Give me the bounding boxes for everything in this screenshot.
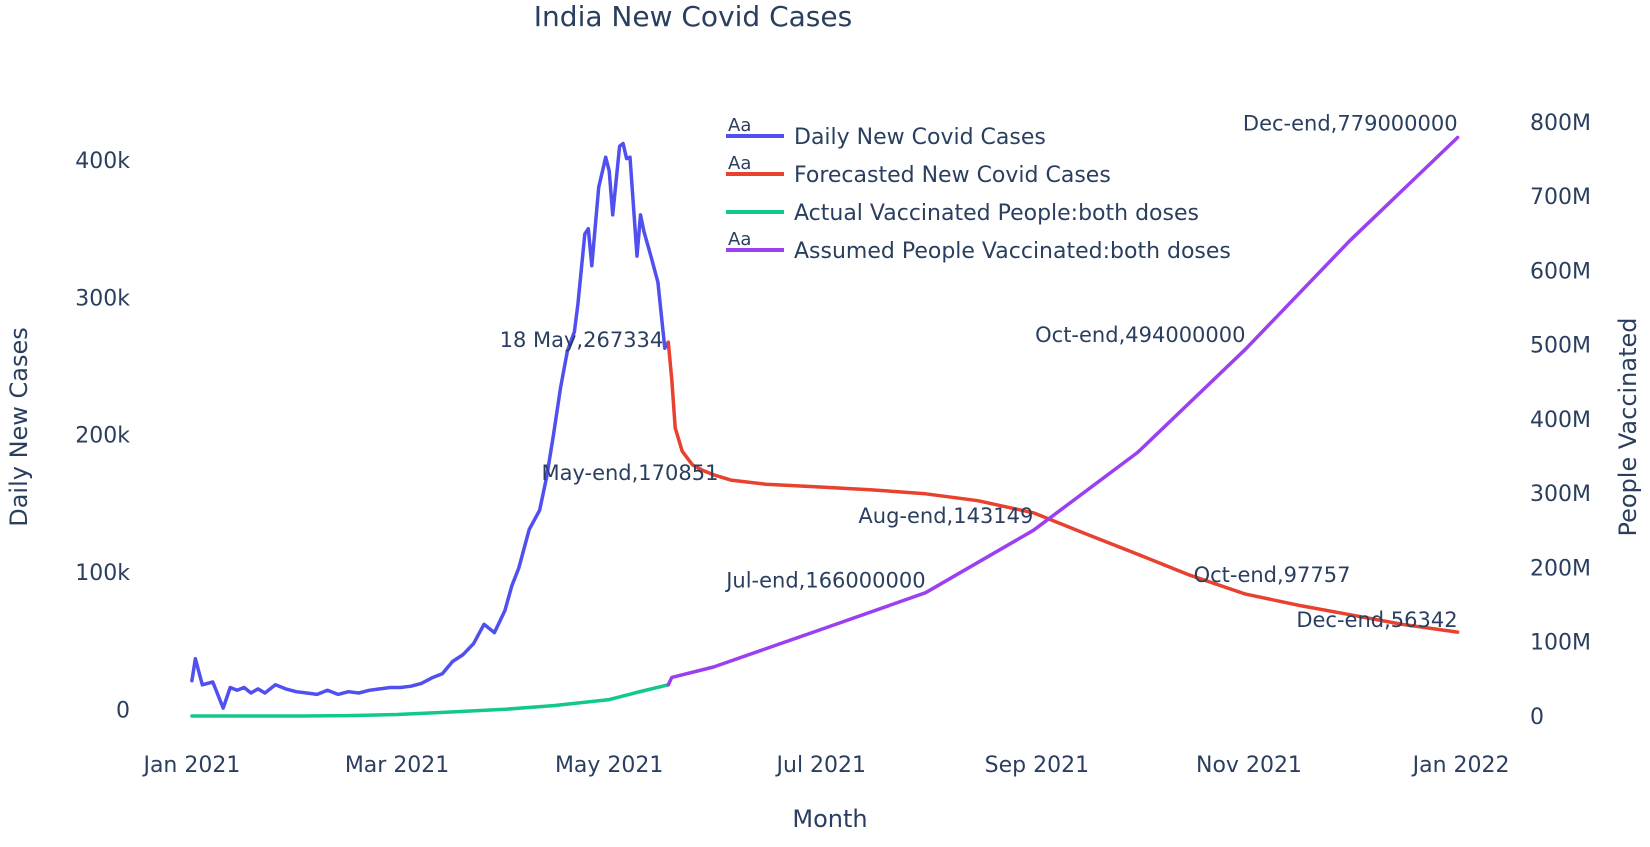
chart-title: India New Covid Cases — [534, 0, 852, 33]
y2-tick-label: 0 — [1530, 705, 1544, 730]
y2-axis-label: People Vaccinated — [1614, 317, 1642, 536]
data-annotation: Jul-end,166000000 — [724, 569, 925, 593]
y2-tick-label: 800M — [1530, 111, 1591, 136]
y2-tick-label: 700M — [1530, 185, 1591, 210]
legend-item-label: Daily New Covid Cases — [794, 125, 1046, 150]
y-tick-label: 0 — [116, 699, 130, 724]
x-tick-label: Mar 2021 — [345, 753, 450, 778]
data-annotation: 18 May,267334 — [500, 328, 664, 352]
y2-tick-label: 600M — [1530, 259, 1591, 284]
x-axis-label: Month — [792, 805, 867, 833]
x-tick-label: Jan 2022 — [1411, 753, 1510, 778]
data-annotation: May-end,170851 — [541, 461, 718, 485]
legend: Aa Daily New Covid Cases Aa Forecasted New … — [726, 115, 1231, 264]
series-line-4 — [666, 135, 1460, 687]
data-annotation: Oct-end,97757 — [1194, 563, 1351, 587]
legend-item-label: Assumed People Vaccinated:both doses — [794, 239, 1231, 264]
data-annotation: Aug-end,143149 — [858, 504, 1033, 528]
y2-tick-label: 100M — [1530, 631, 1591, 656]
y2-tick-label: 400M — [1530, 408, 1591, 433]
x-tick-label: Sep 2021 — [985, 753, 1089, 778]
legend-marker-text: Aa — [728, 153, 751, 174]
y-tick-label: 300k — [75, 286, 130, 311]
x-axis-ticks: Jan 2021 Mar 2021 May 2021 Jul 2021 Sep 2021… — [141, 753, 1509, 778]
x-tick-label: Jul 2021 — [775, 753, 867, 778]
legend-item-label: Forecasted New Covid Cases — [794, 163, 1111, 188]
y2-tick-label: 200M — [1530, 556, 1591, 581]
series-lines — [190, 135, 1460, 718]
data-annotation: Oct-end,494000000 — [1035, 323, 1245, 347]
y-tick-label: 100k — [75, 561, 130, 586]
data-annotation: Dec-end,779000000 — [1243, 112, 1458, 136]
legend-marker-text: Aa — [728, 229, 751, 250]
x-tick-label: Nov 2021 — [1196, 753, 1302, 778]
y-axis-ticks: 0 100k 200k 300k 400k — [75, 149, 130, 724]
y-tick-label: 400k — [75, 149, 130, 174]
series-line-2 — [666, 340, 1460, 634]
x-tick-label: Jan 2021 — [141, 753, 240, 778]
series-line-1 — [190, 141, 671, 710]
y2-tick-label: 500M — [1530, 334, 1591, 359]
y2-tick-label: 300M — [1530, 482, 1591, 507]
legend-marker-text: Aa — [728, 115, 751, 136]
y-tick-label: 200k — [75, 424, 130, 449]
data-annotation: Dec-end,56342 — [1296, 608, 1457, 632]
y2-axis-ticks: 0 100M 200M 300M 400M 500M 600M 700M 800M — [1530, 111, 1591, 730]
y-axis-label: Daily New Cases — [5, 327, 33, 527]
legend-item-label: Actual Vaccinated People:both doses — [794, 201, 1199, 226]
x-tick-label: May 2021 — [555, 753, 663, 778]
annotations: 18 May,267334 May-end,170851 Aug-end,14314… — [500, 112, 1458, 633]
series-line-3 — [190, 683, 671, 718]
